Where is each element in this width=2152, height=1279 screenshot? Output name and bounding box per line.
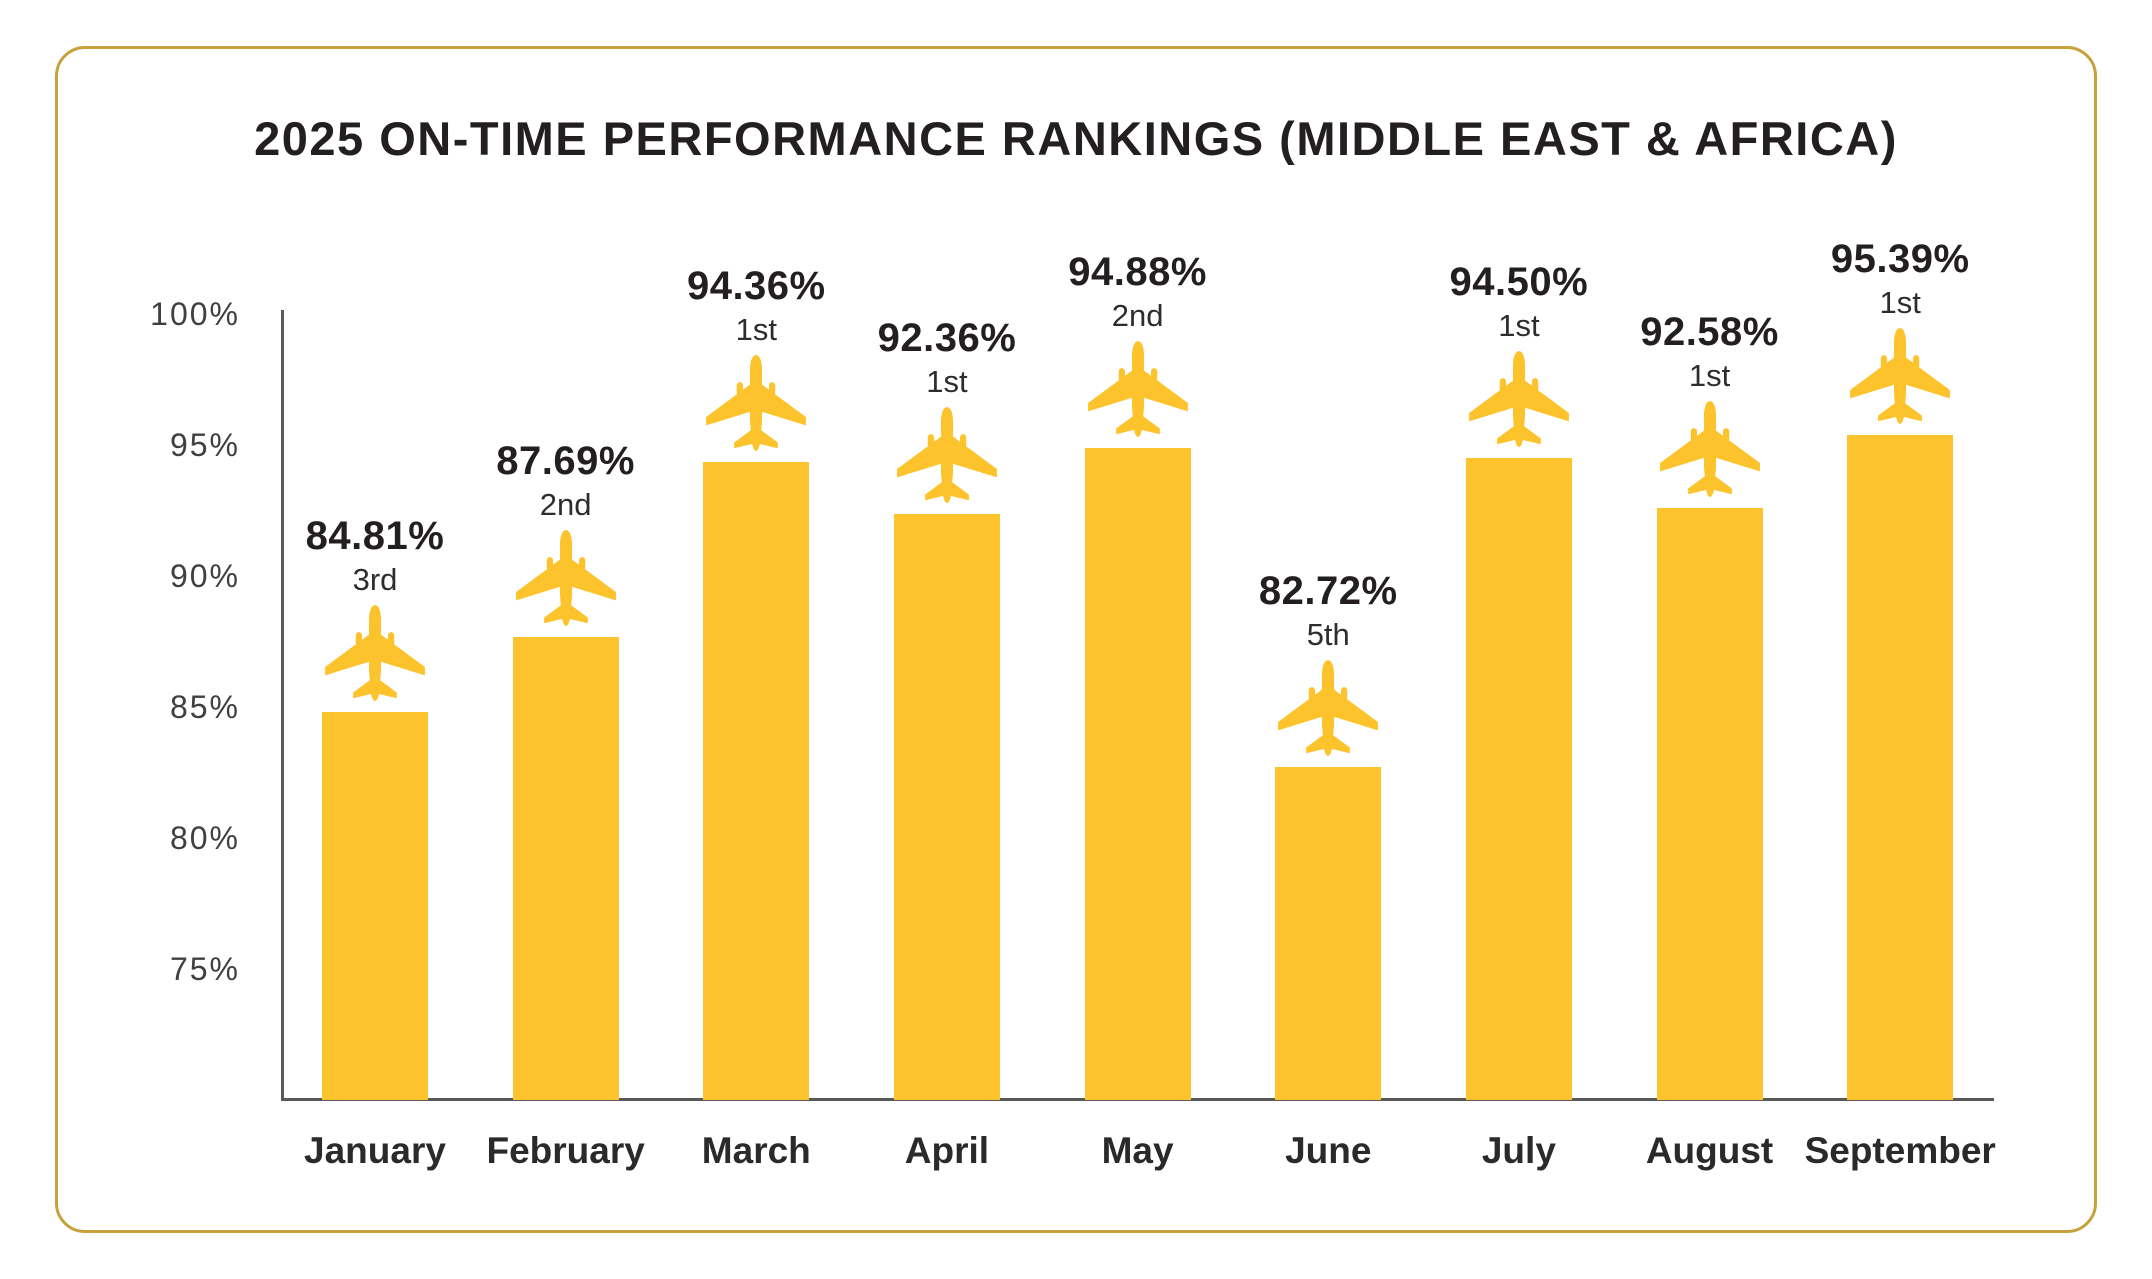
y-tick-label-90: 90%: [169, 558, 240, 594]
bar-march: [703, 461, 810, 1100]
bar-january: [322, 711, 428, 1100]
x-axis-label-may: May: [1101, 1130, 1174, 1171]
x-axis-label-september: September: [1804, 1130, 1996, 1171]
value-label-june: 82.72%: [1258, 568, 1398, 613]
value-label-january: 84.81%: [305, 513, 445, 558]
chart-title: 2025 ON-TIME PERFORMANCE RANKINGS (MIDDL…: [254, 112, 1898, 165]
rank-label-february: 2nd: [539, 486, 592, 522]
rank-label-june: 5th: [1306, 616, 1350, 652]
rank-label-march: 1st: [735, 311, 777, 347]
value-label-march: 94.36%: [686, 263, 826, 308]
bar-february: [512, 636, 619, 1100]
airplane-icon: [1467, 349, 1571, 450]
rank-label-january: 3rd: [352, 561, 398, 597]
x-axis-label-august: August: [1645, 1130, 1774, 1171]
value-label-february: 87.69%: [496, 438, 635, 483]
y-tick-label-95: 95%: [169, 427, 240, 463]
x-axis-label-april: April: [904, 1130, 990, 1171]
value-label-august: 92.58%: [1640, 310, 1779, 355]
value-label-april: 92.36%: [877, 316, 1017, 361]
airplane-icon: [1658, 399, 1762, 500]
x-axis-label-january: January: [304, 1130, 446, 1171]
y-tick-label-75: 75%: [169, 951, 240, 987]
value-label-july: 94.50%: [1449, 260, 1589, 305]
rank-label-april: 1st: [926, 364, 968, 400]
bar-july: [1465, 458, 1572, 1100]
airplane-icon: [323, 603, 427, 704]
rank-label-july: 1st: [1498, 308, 1540, 344]
value-label-september: 95.39%: [1830, 236, 1970, 281]
bar-april: [893, 514, 1000, 1100]
y-axis-line: [281, 310, 284, 1100]
x-axis-label-june: June: [1285, 1130, 1372, 1171]
rank-label-september: 1st: [1879, 284, 1921, 320]
bar-may: [1084, 448, 1191, 1100]
x-axis-label-july: July: [1481, 1130, 1556, 1171]
bar-september: [1847, 434, 1954, 1100]
rank-label-may: 2nd: [1111, 298, 1164, 334]
y-tick-label-80: 80%: [169, 820, 240, 856]
airplane-icon: [514, 528, 618, 629]
value-label-may: 94.88%: [1068, 250, 1207, 295]
airplane-icon: [1848, 326, 1952, 427]
y-tick-label-100: 100%: [150, 296, 240, 332]
rank-label-august: 1st: [1688, 358, 1731, 394]
x-axis-label-march: March: [701, 1130, 811, 1171]
airplane-icon: [704, 353, 808, 454]
airplane-icon: [895, 405, 999, 506]
bar-august: [1656, 508, 1763, 1100]
x-axis-label-february: February: [486, 1130, 645, 1171]
y-tick-label-85: 85%: [169, 689, 240, 725]
airplane-icon: [1086, 339, 1190, 440]
airplane-icon: [1276, 658, 1380, 759]
bar-june: [1275, 766, 1382, 1100]
